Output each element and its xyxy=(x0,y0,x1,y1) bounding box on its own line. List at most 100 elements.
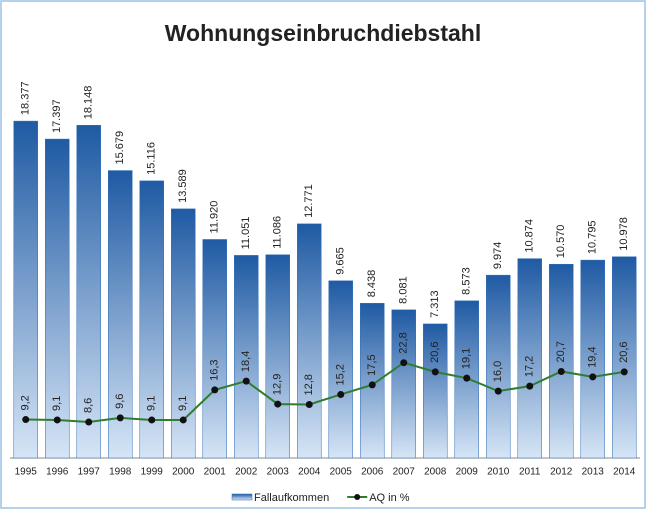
line-marker xyxy=(620,368,628,376)
line-marker xyxy=(526,382,534,390)
x-tick-label: 1996 xyxy=(46,467,69,478)
line-value-label: 18,4 xyxy=(240,351,252,372)
bar xyxy=(13,120,38,459)
line-value-label: 8,6 xyxy=(83,398,95,413)
line-value-label: 9,1 xyxy=(146,396,158,411)
x-tick-label: 2005 xyxy=(330,467,353,478)
bar xyxy=(108,170,133,459)
bar-value-label: 11.051 xyxy=(240,217,252,250)
bar-value-label: 10.570 xyxy=(555,225,567,259)
line-value-label: 9,2 xyxy=(20,395,32,410)
line-value-label: 20,6 xyxy=(618,341,630,362)
legend-marker xyxy=(354,494,361,500)
line-marker xyxy=(85,418,93,426)
bar xyxy=(360,303,385,459)
bar-value-label: 7.313 xyxy=(429,290,441,318)
line-value-label: 19,1 xyxy=(461,348,473,369)
line-value-label: 12,8 xyxy=(303,374,315,395)
line-value-label: 12,9 xyxy=(272,374,284,395)
bar-value-label: 11.086 xyxy=(272,216,284,249)
line-marker xyxy=(148,416,156,424)
x-tick-label: 2009 xyxy=(456,467,479,478)
bar xyxy=(202,239,227,459)
line-marker xyxy=(22,416,30,424)
legend-label: AQ in % xyxy=(369,492,410,504)
line xyxy=(25,361,625,424)
bar xyxy=(139,180,164,459)
line-value-label: 20,7 xyxy=(555,341,567,362)
bar xyxy=(171,208,196,459)
x-tick-label: 2014 xyxy=(613,467,636,478)
bar xyxy=(549,263,574,459)
bar xyxy=(391,309,416,459)
x-tick-label: 2000 xyxy=(172,467,195,478)
bar-value-label: 9.665 xyxy=(335,247,347,275)
line-marker xyxy=(431,368,439,376)
bar xyxy=(486,274,511,459)
line-marker xyxy=(116,414,124,422)
x-tick-label: 2010 xyxy=(487,467,510,478)
bar xyxy=(76,125,101,459)
bar-value-label: 18.148 xyxy=(83,86,95,120)
line-marker xyxy=(557,367,565,375)
bar xyxy=(612,256,637,459)
x-tick-label: 2008 xyxy=(424,467,447,478)
bar-value-label: 18.377 xyxy=(20,81,32,115)
x-tick-label: 2003 xyxy=(267,467,290,478)
bar-value-label: 17.397 xyxy=(51,99,63,133)
line-marker xyxy=(400,359,408,367)
line-value-label: 9,1 xyxy=(177,396,189,411)
x-tick-label: 2004 xyxy=(298,467,321,478)
x-tick-label: 2006 xyxy=(361,467,384,478)
x-tick-label: 2011 xyxy=(519,467,541,478)
bar xyxy=(328,280,353,459)
x-tick-label: 1995 xyxy=(15,467,38,478)
line-value-label: 17,5 xyxy=(366,354,378,375)
bar xyxy=(265,254,290,459)
line-marker xyxy=(337,390,345,398)
line-value-label: 9,6 xyxy=(114,394,126,409)
line-value-label: 19,4 xyxy=(587,346,599,367)
x-tick-label: 2001 xyxy=(204,467,227,478)
bar-value-label: 11.920 xyxy=(209,201,221,234)
x-tick-label: 2007 xyxy=(393,467,416,478)
bar-value-label: 10.978 xyxy=(618,217,630,251)
line-value-label: 20,6 xyxy=(429,341,441,362)
legend-label: Fallaufkommen xyxy=(254,492,329,504)
bar-value-label: 10.874 xyxy=(524,219,536,253)
bar xyxy=(580,259,605,459)
bar xyxy=(517,258,542,459)
line-marker xyxy=(494,387,502,395)
line-marker xyxy=(589,373,597,381)
line-value-label: 17,2 xyxy=(524,356,536,377)
line-marker xyxy=(179,416,187,424)
line-marker xyxy=(53,416,61,424)
line-value-label: 16,3 xyxy=(209,359,221,380)
line-marker xyxy=(305,400,313,408)
legend-swatch xyxy=(231,493,253,501)
x-tick-label: 2012 xyxy=(550,467,573,478)
bar xyxy=(45,138,70,459)
x-tick-label: 1998 xyxy=(109,467,132,478)
x-tick-label: 1997 xyxy=(78,467,101,478)
bar-value-label: 9.974 xyxy=(492,242,504,270)
bar xyxy=(423,323,448,459)
x-tick-label: 1999 xyxy=(141,467,164,478)
bar-value-label: 8.573 xyxy=(461,267,473,295)
bar-value-label: 15.679 xyxy=(114,131,126,165)
line-marker xyxy=(463,374,471,382)
bar-value-label: 10.795 xyxy=(587,220,599,254)
line-value-label: 22,8 xyxy=(398,332,410,353)
line-value-label: 15,2 xyxy=(335,364,347,385)
line-value-label: 16,0 xyxy=(492,361,504,382)
bar xyxy=(234,255,259,459)
x-tick-label: 2002 xyxy=(235,467,258,478)
line-marker xyxy=(242,377,250,385)
x-tick-label: 2013 xyxy=(582,467,605,478)
bar-value-label: 8.438 xyxy=(366,270,378,298)
bar xyxy=(297,223,322,459)
bar-value-label: 13.589 xyxy=(177,169,189,203)
line-marker xyxy=(274,400,282,408)
bar-value-label: 8.081 xyxy=(398,276,410,304)
